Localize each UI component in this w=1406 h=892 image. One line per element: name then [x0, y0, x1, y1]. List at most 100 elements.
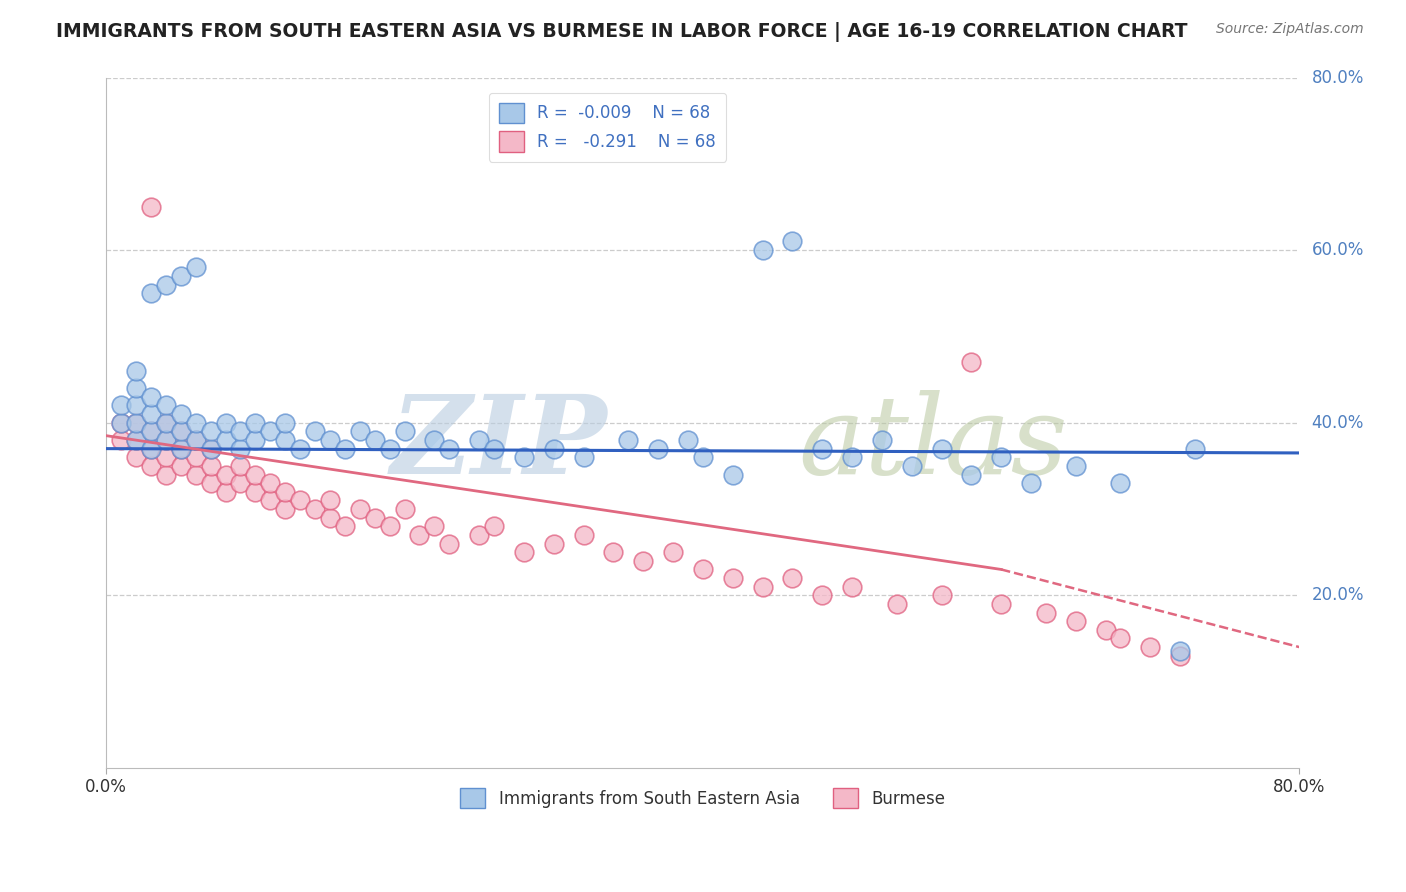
Point — [170, 425, 193, 439]
Point — [139, 407, 162, 421]
Point — [423, 433, 446, 447]
Point — [841, 580, 863, 594]
Point — [721, 467, 744, 482]
Point — [125, 416, 148, 430]
Point — [304, 502, 326, 516]
Point — [259, 476, 281, 491]
Point — [110, 399, 132, 413]
Point — [274, 433, 297, 447]
Point — [245, 433, 267, 447]
Point — [155, 416, 177, 430]
Point — [274, 484, 297, 499]
Text: 60.0%: 60.0% — [1312, 241, 1364, 260]
Point — [482, 519, 505, 533]
Point — [1064, 458, 1087, 473]
Point — [245, 416, 267, 430]
Point — [1035, 606, 1057, 620]
Point — [439, 536, 461, 550]
Point — [170, 442, 193, 456]
Text: atlas: atlas — [799, 390, 1069, 497]
Point — [184, 260, 207, 275]
Point — [482, 442, 505, 456]
Text: 20.0%: 20.0% — [1312, 586, 1364, 605]
Point — [139, 425, 162, 439]
Point — [319, 493, 342, 508]
Point — [274, 416, 297, 430]
Point — [751, 580, 773, 594]
Point — [155, 399, 177, 413]
Point — [288, 442, 311, 456]
Point — [110, 416, 132, 430]
Point — [647, 442, 669, 456]
Point — [139, 442, 162, 456]
Point — [125, 433, 148, 447]
Point — [229, 458, 252, 473]
Point — [259, 425, 281, 439]
Point — [125, 450, 148, 465]
Point — [170, 442, 193, 456]
Point — [200, 442, 222, 456]
Point — [408, 528, 430, 542]
Point — [170, 268, 193, 283]
Point — [572, 450, 595, 465]
Point — [110, 416, 132, 430]
Point — [155, 467, 177, 482]
Point — [513, 450, 536, 465]
Point — [170, 425, 193, 439]
Point — [125, 381, 148, 395]
Point — [184, 433, 207, 447]
Point — [125, 416, 148, 430]
Legend: Immigrants from South Eastern Asia, Burmese: Immigrants from South Eastern Asia, Burm… — [454, 781, 952, 815]
Point — [960, 355, 983, 369]
Point — [1064, 614, 1087, 628]
Point — [139, 425, 162, 439]
Point — [543, 442, 565, 456]
Point — [692, 562, 714, 576]
Point — [319, 433, 342, 447]
Text: ZIP: ZIP — [391, 390, 607, 497]
Point — [1109, 632, 1132, 646]
Point — [200, 425, 222, 439]
Point — [990, 597, 1012, 611]
Point — [139, 458, 162, 473]
Point — [288, 493, 311, 508]
Point — [139, 390, 162, 404]
Point — [214, 416, 236, 430]
Point — [200, 458, 222, 473]
Point — [900, 458, 922, 473]
Point — [513, 545, 536, 559]
Point — [841, 450, 863, 465]
Point — [1094, 623, 1116, 637]
Point — [811, 588, 834, 602]
Point — [378, 519, 401, 533]
Point — [155, 450, 177, 465]
Point — [139, 200, 162, 214]
Text: 40.0%: 40.0% — [1312, 414, 1364, 432]
Point — [931, 442, 953, 456]
Point — [333, 519, 356, 533]
Text: 80.0%: 80.0% — [1312, 69, 1364, 87]
Point — [125, 399, 148, 413]
Text: Source: ZipAtlas.com: Source: ZipAtlas.com — [1216, 22, 1364, 37]
Point — [245, 484, 267, 499]
Point — [200, 476, 222, 491]
Point — [184, 416, 207, 430]
Point — [886, 597, 908, 611]
Point — [394, 502, 416, 516]
Point — [259, 493, 281, 508]
Point — [1184, 442, 1206, 456]
Point — [439, 442, 461, 456]
Point — [349, 502, 371, 516]
Point — [170, 458, 193, 473]
Point — [155, 433, 177, 447]
Point — [229, 476, 252, 491]
Point — [811, 442, 834, 456]
Point — [349, 425, 371, 439]
Point — [245, 467, 267, 482]
Point — [214, 433, 236, 447]
Point — [1168, 644, 1191, 658]
Point — [1139, 640, 1161, 654]
Point — [602, 545, 624, 559]
Point — [1019, 476, 1042, 491]
Point — [333, 442, 356, 456]
